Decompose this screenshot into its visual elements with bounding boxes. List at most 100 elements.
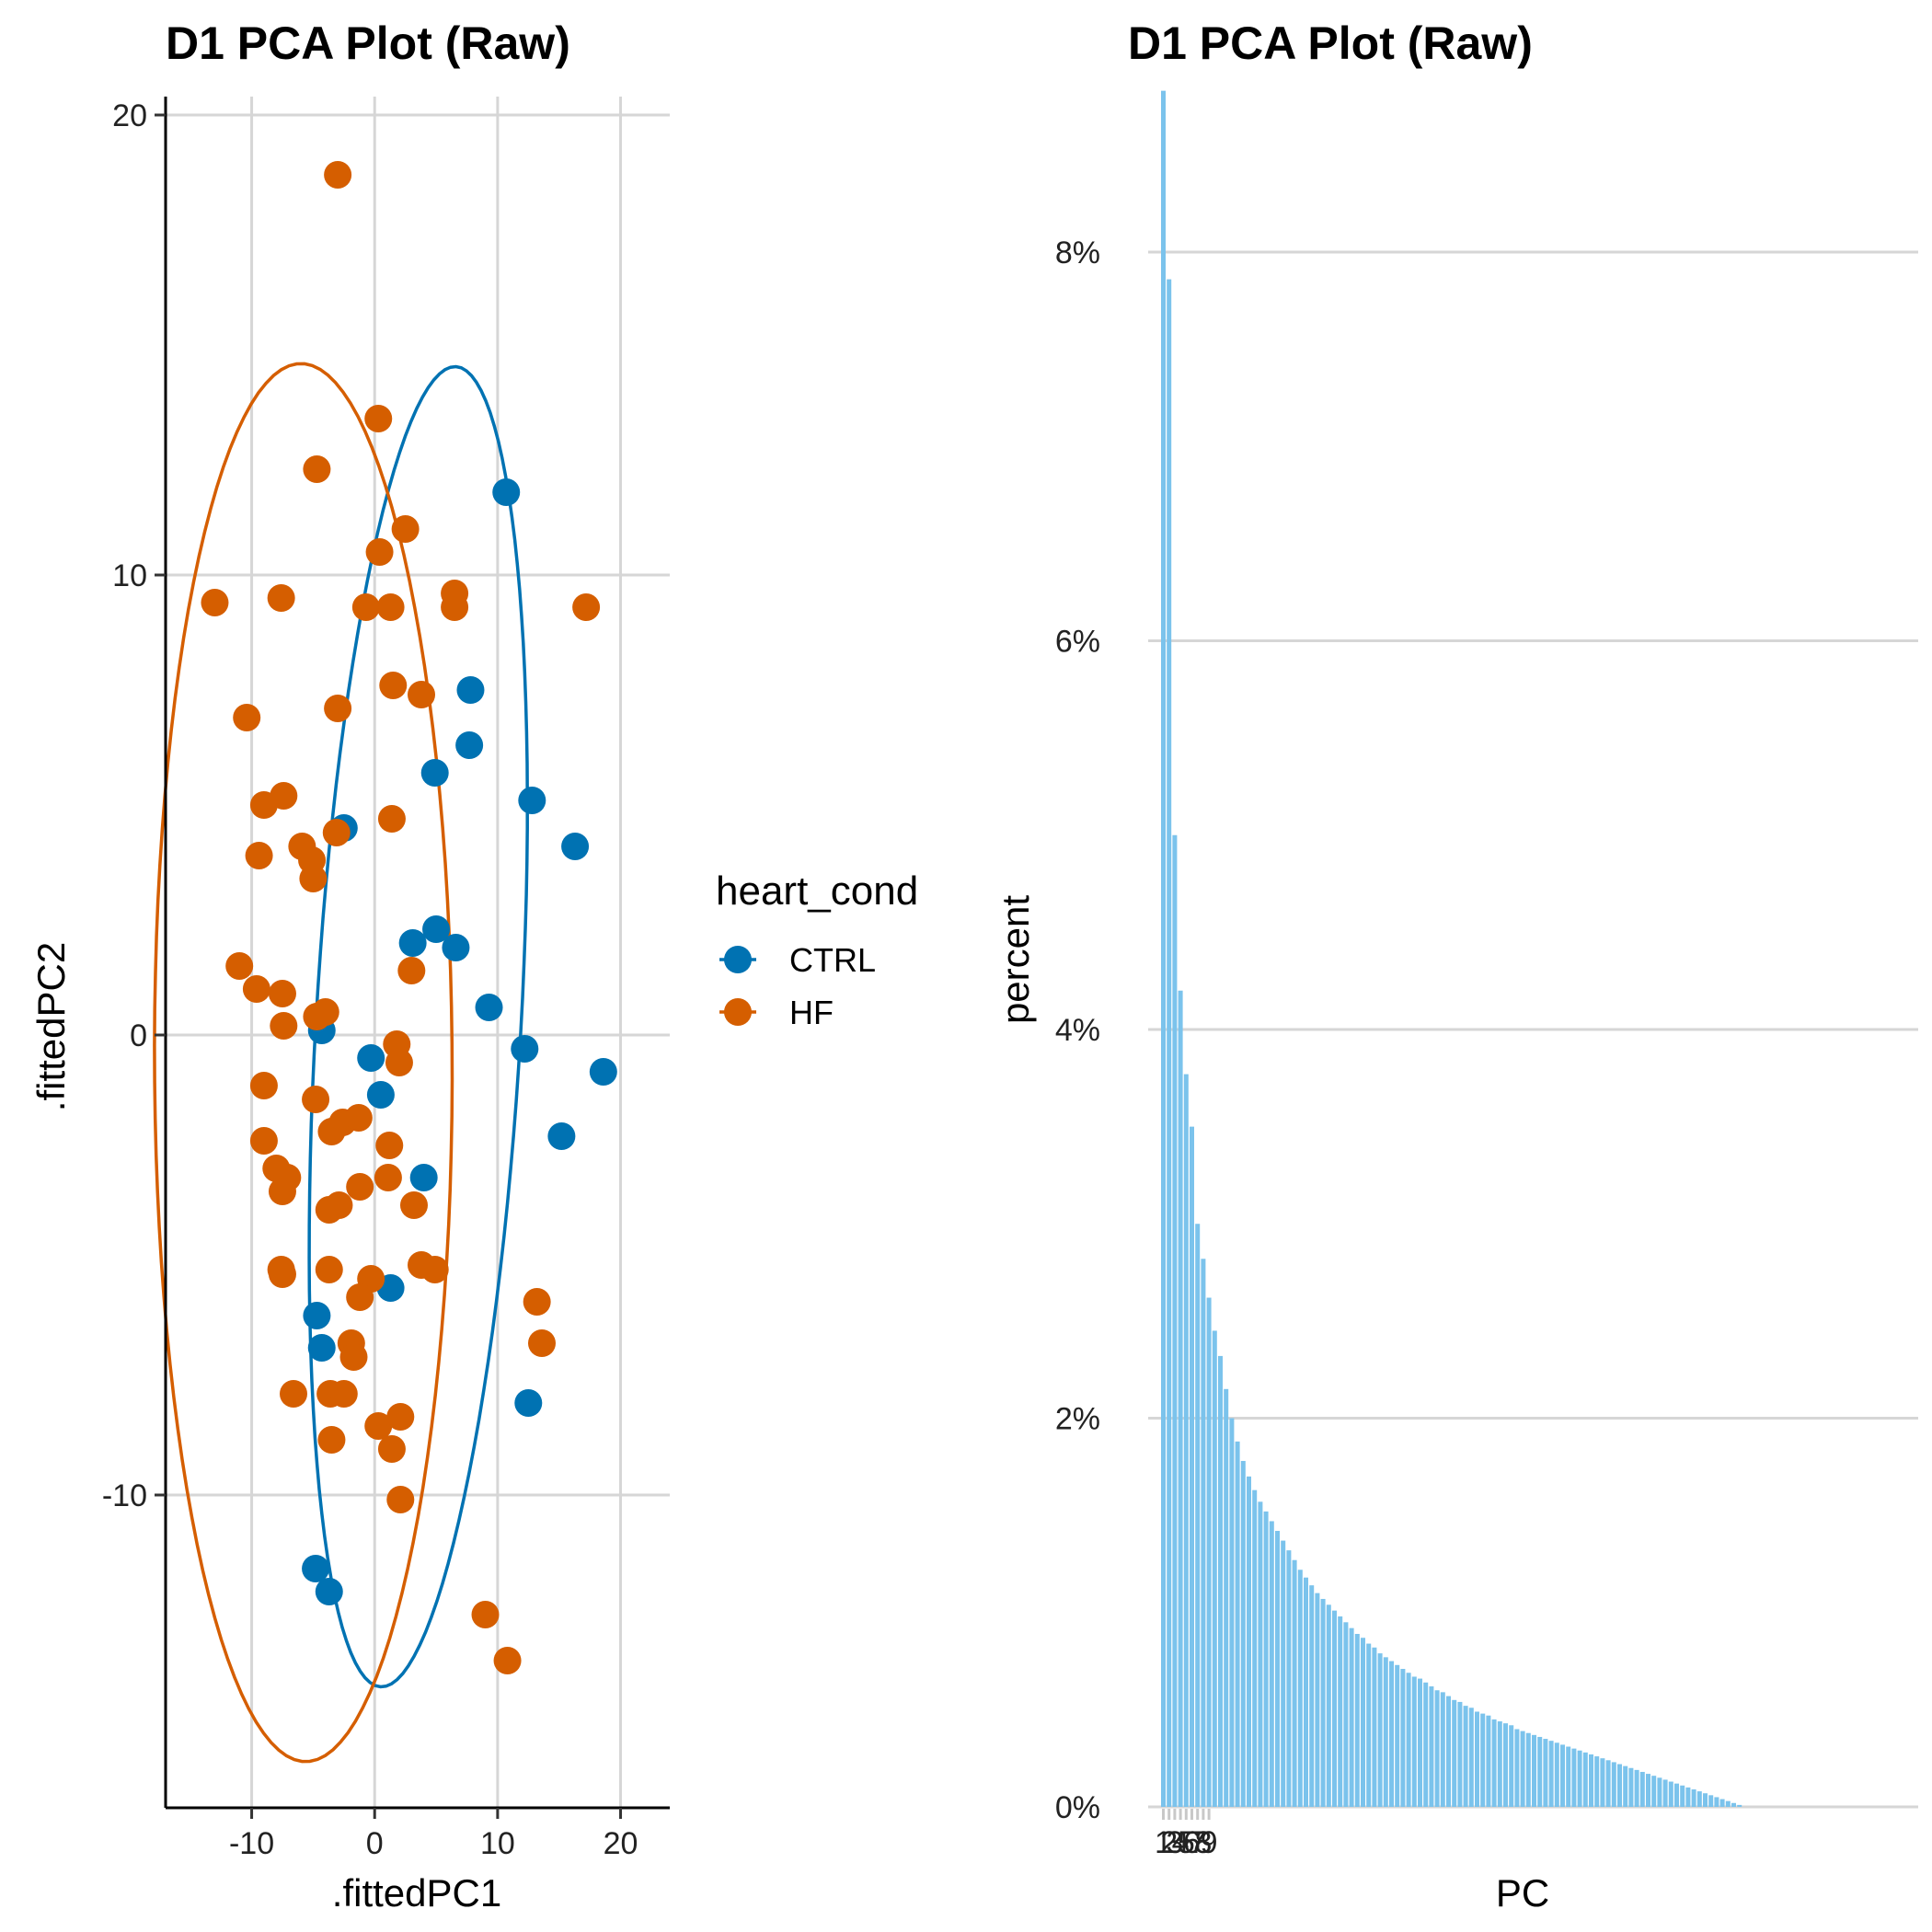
ellipse-ctrl [307, 364, 529, 1689]
scatter-panel: D1 PCA Plot (Raw) -10 0 10 20 -10 0 10 20 .fit… [29, 17, 670, 1915]
point-hf [249, 1072, 278, 1099]
scree-bar [1389, 1661, 1394, 1807]
scree-bar [1172, 834, 1178, 1807]
point-hf [386, 1403, 415, 1431]
scree-bar [1286, 1550, 1292, 1807]
scree-bar [1252, 1489, 1258, 1807]
scree-y-tick-label: 6% [1055, 625, 1100, 660]
point-ctrl [302, 1555, 330, 1582]
scatter-y-tick-label: 10 [112, 558, 147, 593]
scree-bar [1662, 1779, 1668, 1807]
scree-bar [1400, 1669, 1406, 1807]
scree-x-tick-label: 9 [1201, 1825, 1218, 1860]
scree-bar [1178, 990, 1183, 1807]
scree-x-tick-label: 1 [1155, 1825, 1172, 1860]
scatter-axes [164, 97, 670, 1810]
legend-key-hf [724, 998, 752, 1026]
scree-bar [1703, 1793, 1708, 1807]
scree-bar [1332, 1610, 1337, 1807]
point-hf [391, 515, 420, 543]
scree-bar [1167, 279, 1172, 1808]
point-ctrl [442, 934, 470, 961]
point-hf [420, 1256, 449, 1283]
scree-bar [1623, 1765, 1628, 1807]
scree-bar [1452, 1699, 1457, 1807]
scree-bar [1418, 1678, 1422, 1807]
scree-bar [1320, 1598, 1326, 1807]
scree-bar [1708, 1795, 1714, 1807]
scree-bar [1646, 1774, 1650, 1807]
point-hf [364, 1412, 393, 1440]
scree-bar [1383, 1657, 1388, 1807]
scree-bar [1525, 1732, 1531, 1807]
point-ctrl [420, 759, 449, 787]
point-hf [379, 672, 408, 699]
point-hf [324, 161, 352, 189]
legend-key-ctrl [724, 946, 752, 973]
scree-bar [1338, 1616, 1343, 1807]
point-ctrl [409, 1164, 438, 1191]
point-hf [374, 1164, 402, 1191]
point-hf [346, 1283, 374, 1311]
scatter-points [201, 161, 617, 1674]
scree-bar [1281, 1540, 1286, 1807]
scree-bar [1628, 1767, 1634, 1807]
point-hf [322, 819, 351, 846]
scree-bar [1731, 1802, 1736, 1807]
point-hf [329, 1380, 358, 1408]
point-hf [344, 1104, 373, 1132]
scree-bar [1605, 1760, 1611, 1807]
point-ctrl [303, 1302, 331, 1329]
scree-bar [1543, 1739, 1548, 1807]
scatter-ellipses [153, 362, 529, 1764]
scree-y-tick-label: 0% [1055, 1790, 1100, 1825]
point-hf [280, 1380, 308, 1408]
scatter-x-tick-label: 20 [604, 1826, 638, 1861]
scree-bar [1190, 1126, 1194, 1807]
point-hf [339, 1343, 368, 1371]
point-hf [249, 791, 278, 819]
scatter-y-ticks: -10 0 10 20 [102, 98, 166, 1513]
point-ctrl [455, 731, 484, 759]
point-hf [385, 1049, 413, 1076]
scatter-title: D1 PCA Plot (Raw) [166, 17, 570, 69]
scree-bar [1423, 1682, 1429, 1807]
point-hf [302, 1086, 330, 1113]
point-hf [317, 1426, 346, 1454]
point-ctrl [492, 478, 521, 506]
scree-bar [1247, 1476, 1251, 1807]
scree-bar [1737, 1804, 1742, 1807]
scree-bar [1685, 1787, 1691, 1807]
scree-bar [1218, 1355, 1223, 1807]
point-hf [408, 681, 436, 708]
point-hf [493, 1647, 522, 1674]
scree-bar [1554, 1742, 1559, 1807]
scree-x-tick-label: 5 [1178, 1825, 1195, 1860]
point-hf [377, 805, 406, 833]
point-hf [365, 538, 394, 566]
point-hf [523, 1288, 551, 1316]
scree-bar [1297, 1570, 1303, 1807]
scree-bar [1589, 1754, 1593, 1807]
point-ctrl [547, 1122, 576, 1150]
scatter-x-tick-label: -10 [229, 1826, 274, 1861]
scree-grid [1148, 250, 1918, 1809]
scatter-y-tick-label: 0 [130, 1018, 147, 1053]
scatter-grid [166, 97, 670, 1808]
scree-bar [1229, 1418, 1235, 1807]
scree-bar [1651, 1776, 1657, 1807]
point-ctrl [366, 1081, 395, 1109]
point-hf [268, 980, 296, 1007]
point-ctrl [422, 915, 451, 943]
point-hf [315, 1256, 343, 1283]
scree-bar [1354, 1633, 1360, 1807]
scree-y-label: percent [994, 895, 1037, 1024]
point-ctrl [514, 1389, 543, 1417]
point-hf [375, 1132, 404, 1159]
scree-bar [1719, 1799, 1725, 1807]
point-hf [317, 1118, 346, 1145]
scree-bar [1668, 1781, 1673, 1807]
scree-bar [1326, 1604, 1331, 1807]
